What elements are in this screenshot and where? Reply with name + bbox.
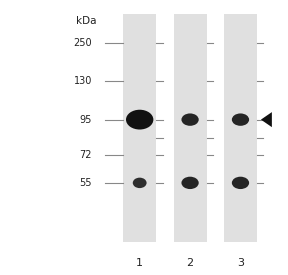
Text: 95: 95 bbox=[80, 115, 92, 125]
Bar bbox=[224, 14, 257, 242]
Ellipse shape bbox=[232, 177, 249, 189]
Text: 3: 3 bbox=[237, 258, 244, 268]
Ellipse shape bbox=[232, 113, 249, 126]
Text: 2: 2 bbox=[187, 258, 194, 268]
Text: 1: 1 bbox=[136, 258, 143, 268]
Ellipse shape bbox=[133, 178, 147, 188]
Text: 72: 72 bbox=[80, 150, 92, 160]
Ellipse shape bbox=[126, 110, 153, 130]
Text: 55: 55 bbox=[80, 178, 92, 188]
Ellipse shape bbox=[181, 177, 199, 189]
Ellipse shape bbox=[181, 113, 199, 126]
Text: 130: 130 bbox=[74, 76, 92, 86]
Bar bbox=[173, 14, 207, 242]
Text: 250: 250 bbox=[73, 38, 92, 48]
Polygon shape bbox=[261, 112, 272, 127]
Text: kDa: kDa bbox=[76, 16, 97, 26]
Bar bbox=[123, 14, 156, 242]
